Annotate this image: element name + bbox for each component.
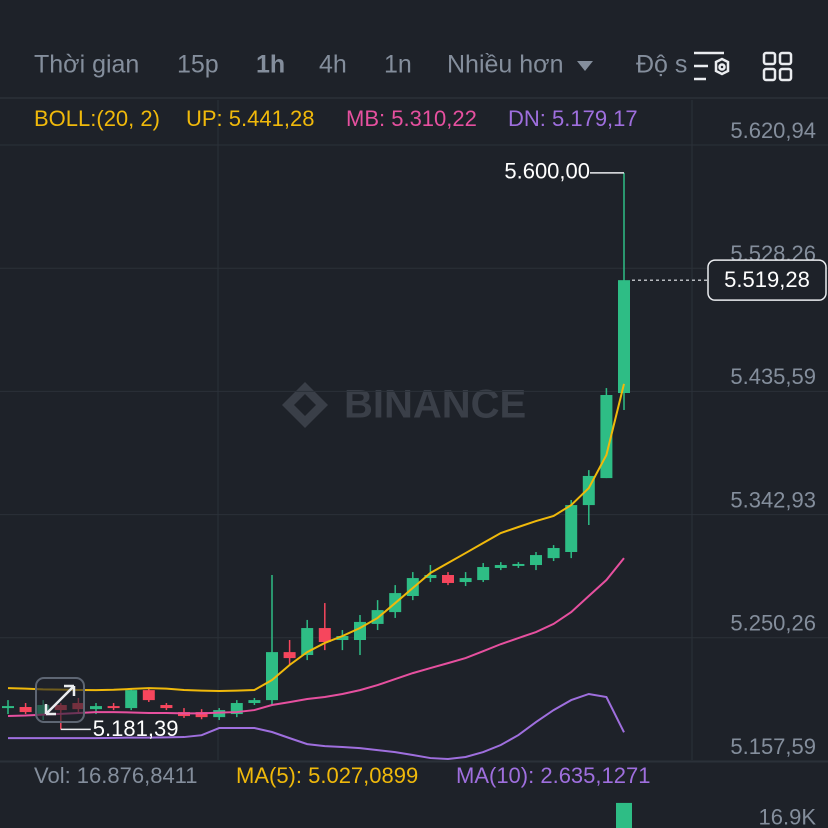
candle-body: [512, 563, 525, 566]
candle-body: [2, 706, 14, 709]
plot: 5.600,00 5.181,39 5.519,28: [2, 159, 827, 760]
volume-ma5: MA(5): 5.027,0899: [236, 763, 418, 788]
candle-body: [107, 706, 120, 709]
indicator-label: BOLL:(20, 2): [34, 106, 160, 131]
candle-body: [494, 565, 507, 568]
y-tick-label: 5.250,26: [730, 611, 816, 636]
candle-body: [547, 548, 560, 559]
volume-bar: [616, 802, 632, 828]
candle-body: [301, 628, 314, 656]
volume-panel: Vol: 16.876,8411 MA(5): 5.027,0899 MA(10):…: [34, 763, 816, 828]
last-price-box: [707, 259, 827, 301]
legend-entry: DN: 5.179,17: [508, 106, 638, 131]
legend-entry: MB: 5.310,22: [346, 106, 477, 131]
legend-entry: UP: 5.441,28: [186, 106, 314, 131]
candle-body: [283, 652, 296, 659]
y-tick-label: 5.435,59: [730, 364, 816, 389]
candle-body: [530, 555, 542, 566]
candle-body: [230, 703, 243, 715]
tab[interactable]: 1n: [384, 51, 412, 79]
legend: UP: 5.441,28 MB: 5.310,22 DN: 5.179,17: [186, 106, 638, 131]
tab[interactable]: Độ s: [636, 51, 687, 79]
boll-line: [7, 383, 625, 693]
candle-body: [336, 636, 349, 641]
annotation-label: 5.600,00: [504, 159, 590, 184]
tab[interactable]: 4h: [319, 51, 347, 79]
settings-icon[interactable]: [694, 51, 730, 81]
watermark-text: BINANCE: [344, 383, 526, 427]
candle-body: [266, 652, 278, 701]
candle-body: [442, 575, 454, 583]
tab[interactable]: Nhiều hơn: [447, 51, 563, 79]
candle-body: [90, 706, 102, 710]
y-tick-label: 5.157,59: [730, 734, 816, 759]
candle-body: [125, 690, 138, 709]
annotation-label: 5.181,39: [93, 716, 179, 741]
candle-body: [477, 567, 490, 581]
watermark: BINANCE: [282, 382, 526, 428]
layout-icon[interactable]: [762, 51, 793, 82]
candle-body: [195, 712, 208, 718]
expand-button[interactable]: [35, 677, 85, 723]
candle-body: [19, 707, 32, 713]
tab[interactable]: 15p: [177, 51, 219, 79]
candle-body: [248, 700, 261, 704]
candle-body: [318, 628, 331, 643]
last-price-label: 5.519,28: [724, 267, 810, 292]
y-tick-label: 5.620,94: [730, 118, 816, 143]
tab[interactable]: 1h: [256, 51, 285, 79]
volume-ma10: MA(10): 2.635,1271: [456, 763, 650, 788]
y-tick-label: 5.342,93: [730, 487, 816, 512]
toolbar: Thời gian 15p 1h 4h 1n Nhiều hơn Độ s: [0, 30, 828, 100]
dropdown-arrow: [577, 61, 593, 71]
candle-body: [459, 578, 472, 583]
candle-body: [618, 280, 630, 394]
candle-body: [424, 575, 437, 579]
icon-panel: [690, 30, 828, 100]
tab[interactable]: Thời gian: [34, 51, 139, 79]
candle-body: [142, 690, 155, 701]
candle-body: [600, 394, 613, 479]
boll-line: [8, 692, 625, 760]
candle-body: [160, 705, 173, 709]
candle-body: [565, 505, 578, 553]
volume-label: Vol: 16.876,8411: [34, 763, 198, 788]
boll-line: [7, 557, 625, 718]
volume-tick-label: 16.9K: [759, 804, 817, 828]
